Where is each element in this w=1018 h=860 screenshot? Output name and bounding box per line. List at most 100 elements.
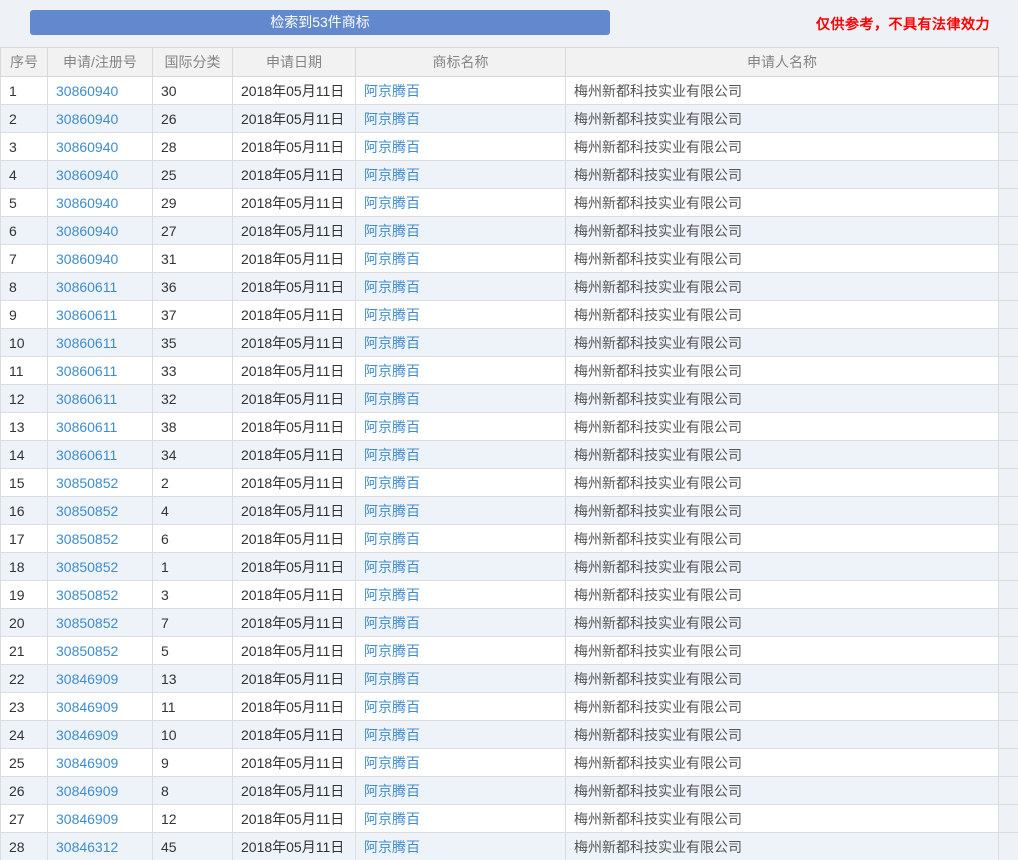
row-filler (998, 580, 1018, 609)
row-filler (998, 468, 1018, 497)
registration-number-link[interactable]: 30850852 (56, 558, 119, 575)
row-filler (998, 636, 1018, 665)
registration-number-link[interactable]: 30850852 (56, 474, 119, 491)
applicant-name-value: 梅州新都科技实业有限公司 (565, 524, 999, 553)
registration-number-link[interactable]: 30860611 (56, 362, 118, 379)
registration-number-link[interactable]: 30860611 (56, 446, 118, 463)
apply-date-value: 2018年05月11日 (232, 720, 356, 749)
row-seq: 28 (0, 832, 48, 860)
trademark-name-link[interactable]: 阿京腾百 (364, 278, 420, 295)
apply-date-value: 2018年05月11日 (232, 76, 356, 105)
registration-number-link[interactable]: 30850852 (56, 530, 119, 547)
apply-date-value: 2018年05月11日 (232, 328, 356, 357)
row-seq: 5 (0, 188, 48, 217)
registration-number-link[interactable]: 30850852 (56, 614, 119, 631)
table-row: 27 30846909 12 2018年05月11日 阿京腾百 梅州新都科技实业有限公司 (0, 804, 1018, 833)
row-seq: 27 (0, 804, 48, 833)
registration-number-link[interactable]: 30860940 (56, 250, 119, 267)
registration-number-link[interactable]: 30860611 (56, 418, 118, 435)
intl-class-value: 12 (152, 804, 233, 833)
row-filler (998, 300, 1018, 329)
registration-number-link[interactable]: 30846909 (56, 670, 119, 687)
trademark-name-link[interactable]: 阿京腾百 (364, 698, 420, 715)
applicant-name-value: 梅州新都科技实业有限公司 (565, 328, 999, 357)
trademark-name-link[interactable]: 阿京腾百 (364, 390, 420, 407)
trademark-name-link[interactable]: 阿京腾百 (364, 614, 420, 631)
trademark-name-link[interactable]: 阿京腾百 (364, 838, 420, 855)
header-registration-number: 申请/注册号 (47, 47, 153, 77)
trademark-name-link[interactable]: 阿京腾百 (364, 782, 420, 799)
registration-number-link[interactable]: 30846909 (56, 782, 119, 799)
registration-number-link[interactable]: 30860611 (56, 334, 118, 351)
applicant-name-value: 梅州新都科技实业有限公司 (565, 748, 999, 777)
registration-number-link[interactable]: 30860611 (56, 390, 118, 407)
registration-number-link[interactable]: 30846909 (56, 810, 119, 827)
trademark-name-link[interactable]: 阿京腾百 (364, 194, 420, 211)
trademark-name-link-cell: 阿京腾百 (355, 832, 566, 860)
registration-number-link[interactable]: 30860940 (56, 222, 119, 239)
row-seq: 10 (0, 328, 48, 357)
trademark-name-link[interactable]: 阿京腾百 (364, 530, 420, 547)
applicant-name-value: 梅州新都科技实业有限公司 (565, 496, 999, 525)
trademark-name-link[interactable]: 阿京腾百 (364, 138, 420, 155)
registration-number-link[interactable]: 30846909 (56, 698, 119, 715)
registration-number-link[interactable]: 30860940 (56, 138, 119, 155)
trademark-name-link[interactable]: 阿京腾百 (364, 474, 420, 491)
registration-number-link-cell: 30846909 (47, 748, 153, 777)
intl-class-value: 11 (152, 692, 233, 721)
apply-date-value: 2018年05月11日 (232, 300, 356, 329)
header-filler (998, 47, 1018, 77)
registration-number-link[interactable]: 30850852 (56, 642, 119, 659)
registration-number-link[interactable]: 30860611 (56, 278, 118, 295)
registration-number-link[interactable]: 30846312 (56, 838, 119, 855)
trademark-name-link[interactable]: 阿京腾百 (364, 586, 420, 603)
trademark-name-link[interactable]: 阿京腾百 (364, 446, 420, 463)
registration-number-link[interactable]: 30860611 (56, 306, 118, 323)
intl-class-value: 37 (152, 300, 233, 329)
apply-date-value: 2018年05月11日 (232, 664, 356, 693)
registration-number-link[interactable]: 30850852 (56, 586, 119, 603)
intl-class-value: 9 (152, 748, 233, 777)
trademark-name-link[interactable]: 阿京腾百 (364, 222, 420, 239)
trademark-name-link[interactable]: 阿京腾百 (364, 754, 420, 771)
registration-number-link[interactable]: 30860940 (56, 110, 119, 127)
apply-date-value: 2018年05月11日 (232, 356, 356, 385)
trademark-name-link[interactable]: 阿京腾百 (364, 810, 420, 827)
registration-number-link-cell: 30860611 (47, 440, 153, 469)
registration-number-link-cell: 30860940 (47, 216, 153, 245)
registration-number-link[interactable]: 30850852 (56, 502, 119, 519)
trademark-name-link[interactable]: 阿京腾百 (364, 502, 420, 519)
trademark-name-link[interactable]: 阿京腾百 (364, 250, 420, 267)
trademark-name-link[interactable]: 阿京腾百 (364, 726, 420, 743)
table-row: 16 30850852 4 2018年05月11日 阿京腾百 梅州新都科技实业有限公司 (0, 496, 1018, 525)
intl-class-value: 38 (152, 412, 233, 441)
row-seq: 21 (0, 636, 48, 665)
trademark-name-link[interactable]: 阿京腾百 (364, 334, 420, 351)
registration-number-link[interactable]: 30860940 (56, 194, 119, 211)
apply-date-value: 2018年05月11日 (232, 608, 356, 637)
registration-number-link[interactable]: 30846909 (56, 726, 119, 743)
trademark-name-link[interactable]: 阿京腾百 (364, 642, 420, 659)
trademark-name-link[interactable]: 阿京腾百 (364, 82, 420, 99)
applicant-name-value: 梅州新都科技实业有限公司 (565, 412, 999, 441)
row-seq: 17 (0, 524, 48, 553)
registration-number-link[interactable]: 30860940 (56, 166, 119, 183)
row-seq: 6 (0, 216, 48, 245)
row-seq: 12 (0, 384, 48, 413)
registration-number-link[interactable]: 30860940 (56, 82, 119, 99)
row-seq: 1 (0, 76, 48, 105)
registration-number-link[interactable]: 30846909 (56, 754, 119, 771)
intl-class-value: 10 (152, 720, 233, 749)
trademark-name-link[interactable]: 阿京腾百 (364, 362, 420, 379)
registration-number-link-cell: 30846909 (47, 804, 153, 833)
apply-date-value: 2018年05月11日 (232, 272, 356, 301)
applicant-name-value: 梅州新都科技实业有限公司 (565, 300, 999, 329)
trademark-name-link[interactable]: 阿京腾百 (364, 306, 420, 323)
trademark-name-link[interactable]: 阿京腾百 (364, 558, 420, 575)
trademark-name-link[interactable]: 阿京腾百 (364, 418, 420, 435)
table-row: 26 30846909 8 2018年05月11日 阿京腾百 梅州新都科技实业有限公司 (0, 776, 1018, 805)
trademark-name-link[interactable]: 阿京腾百 (364, 166, 420, 183)
trademark-name-link[interactable]: 阿京腾百 (364, 110, 420, 127)
trademark-name-link[interactable]: 阿京腾百 (364, 670, 420, 687)
result-count-button[interactable]: 检索到53件商标 (30, 10, 610, 35)
